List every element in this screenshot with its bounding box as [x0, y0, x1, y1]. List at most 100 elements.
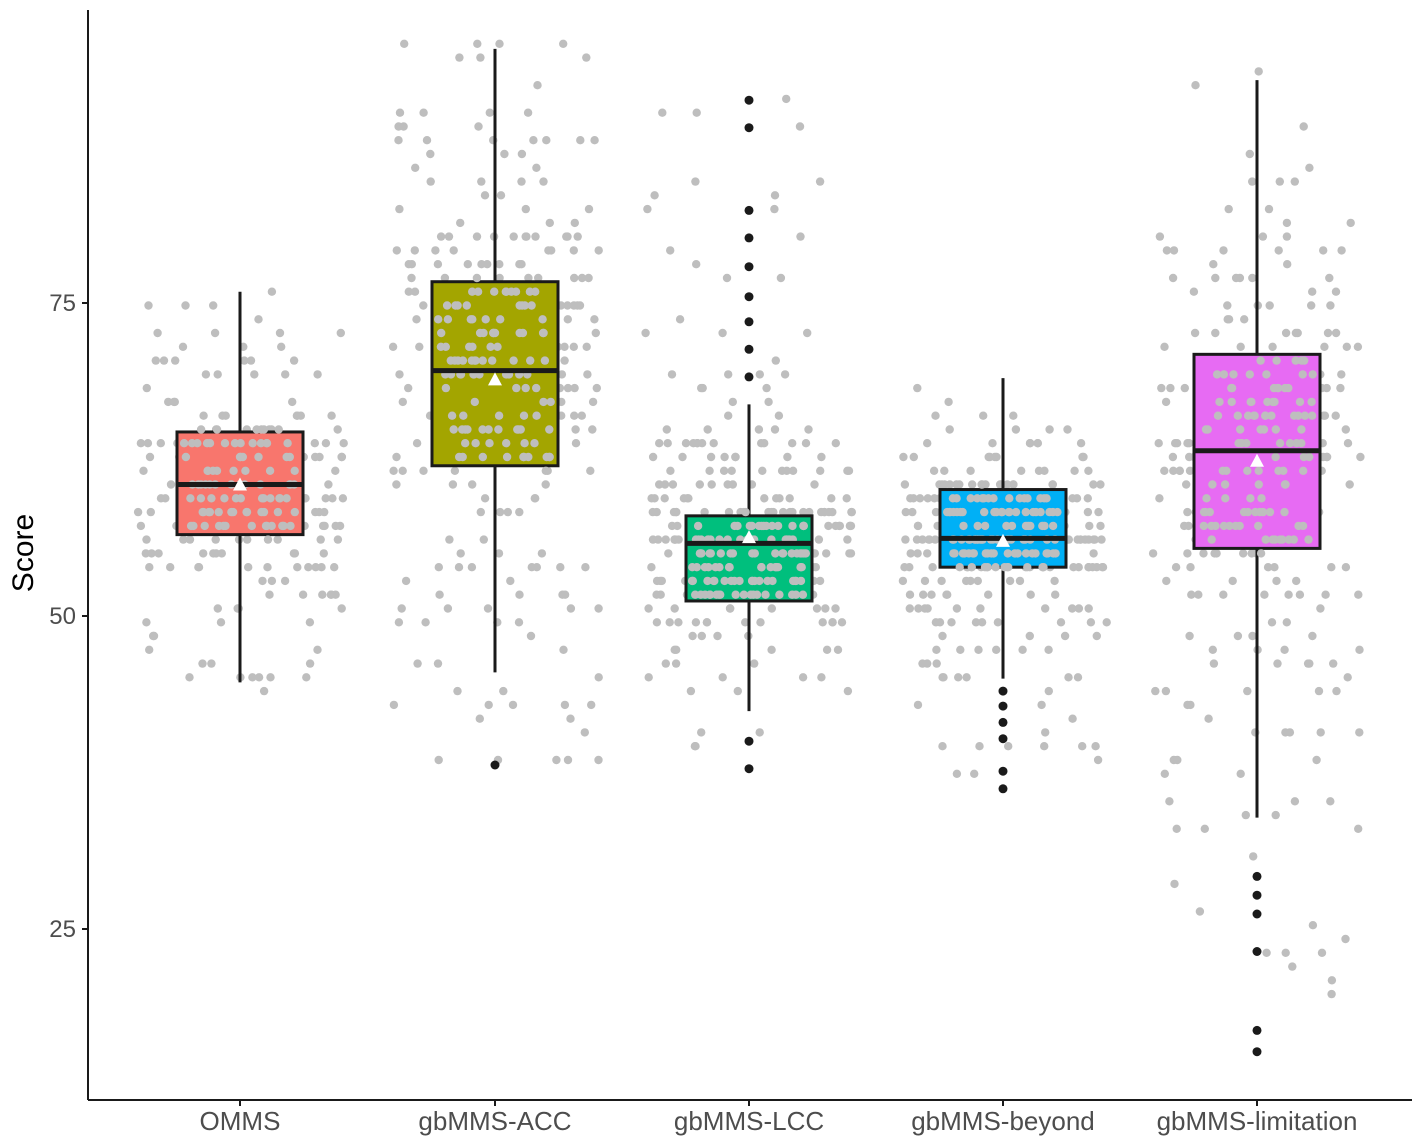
jitter-point: [1354, 590, 1363, 599]
jitter-point: [1161, 397, 1171, 407]
jitter-point: [483, 260, 492, 269]
jitter-point: [741, 507, 750, 517]
jitter-point: [139, 466, 148, 475]
jitter-point: [1003, 480, 1012, 489]
jitter-point: [1290, 797, 1300, 806]
jitter-point: [1083, 494, 1093, 503]
jitter-point: [920, 576, 930, 586]
jitter-point: [1154, 439, 1163, 448]
jitter-point: [770, 191, 780, 200]
jitter-point: [1257, 494, 1266, 503]
jitter-point: [1036, 507, 1045, 517]
jitter-point: [313, 645, 322, 654]
jitter-point: [822, 645, 832, 654]
outlier-point: [744, 736, 754, 746]
jitter-point: [1254, 67, 1263, 76]
jitter-point: [156, 439, 165, 448]
jitter-point: [827, 494, 836, 503]
jitter-point: [1223, 301, 1232, 310]
jitter-point: [1265, 301, 1274, 310]
jitter-point: [540, 356, 550, 365]
jitter-point: [515, 507, 524, 517]
jitter-point: [974, 645, 983, 654]
jitter-point: [461, 425, 470, 434]
jitter-point: [241, 466, 250, 475]
jitter-point: [1355, 645, 1364, 654]
x-tick-label: gbMMS-limitation: [1157, 1106, 1358, 1136]
jitter-point: [1316, 728, 1325, 737]
jitter-point: [485, 108, 494, 117]
jitter-point: [989, 494, 998, 503]
jitter-point: [1305, 659, 1314, 668]
jitter-point: [327, 590, 336, 599]
jitter-point: [731, 590, 740, 599]
x-tick-label: OMMS: [200, 1106, 281, 1136]
jitter-point: [1256, 356, 1265, 365]
jitter-point: [1157, 383, 1166, 393]
jitter-point: [404, 287, 413, 296]
jitter-point: [930, 494, 939, 503]
jitter-point: [1211, 521, 1220, 531]
jitter-point: [1029, 507, 1038, 517]
jitter-point: [673, 521, 682, 531]
jitter-point: [448, 480, 458, 489]
jitter-point: [1073, 673, 1083, 682]
jitter-point: [281, 370, 290, 379]
jitter-point: [905, 604, 914, 613]
jitter-point: [577, 411, 586, 420]
jitter-point: [1168, 273, 1178, 283]
jitter-point: [151, 356, 160, 365]
jitter-point: [401, 576, 411, 586]
jitter-point: [814, 535, 824, 544]
jitter-point: [1258, 507, 1268, 517]
jitter-point: [164, 397, 173, 407]
jitter-point: [1021, 521, 1031, 531]
jitter-point: [750, 659, 759, 668]
jitter-point: [495, 39, 504, 48]
mean-marker: [233, 477, 247, 491]
jitter-point: [230, 439, 240, 448]
outlier-point: [744, 205, 754, 215]
jitter-point: [581, 563, 590, 572]
jitter-point: [493, 342, 502, 351]
jitter-point: [1219, 246, 1228, 255]
jitter-point: [1039, 494, 1049, 503]
jitter-point: [1060, 631, 1070, 641]
jitter-point: [566, 604, 576, 613]
jitter-point: [282, 452, 291, 462]
jitter-point: [1256, 549, 1266, 558]
jitter-point: [691, 590, 700, 599]
jitter-point: [449, 425, 458, 434]
jitter-point: [664, 549, 673, 558]
jitter-point: [952, 494, 961, 503]
jitter-point: [433, 260, 443, 269]
jitter-point: [1069, 563, 1078, 572]
outlier-point: [490, 760, 500, 770]
jitter-point: [967, 563, 976, 572]
jitter-point: [764, 507, 773, 517]
jitter-point: [509, 232, 518, 241]
jitter-point: [1200, 824, 1210, 833]
jitter-point: [1261, 535, 1270, 544]
jitter-point: [440, 273, 450, 283]
jitter-point: [1021, 507, 1030, 517]
jitter-point: [1041, 728, 1050, 737]
jitter-point: [980, 507, 989, 517]
jitter-point: [1003, 549, 1012, 558]
jitter-point: [1005, 576, 1015, 586]
jitter-point: [703, 425, 712, 434]
jitter-point: [1285, 439, 1295, 448]
jitter-point: [724, 563, 734, 572]
jitter-point: [324, 480, 333, 489]
jitter-point: [207, 659, 216, 668]
outlier-point: [1252, 890, 1262, 900]
jitter-point: [1172, 824, 1181, 833]
jitter-point: [592, 383, 601, 393]
jitter-point: [695, 480, 704, 489]
jitter-point: [1040, 742, 1049, 751]
jitter-point: [321, 439, 331, 448]
jitter-point: [706, 549, 715, 558]
jitter-point: [801, 439, 811, 448]
jitter-point: [582, 53, 591, 62]
jitter-point: [560, 700, 570, 710]
